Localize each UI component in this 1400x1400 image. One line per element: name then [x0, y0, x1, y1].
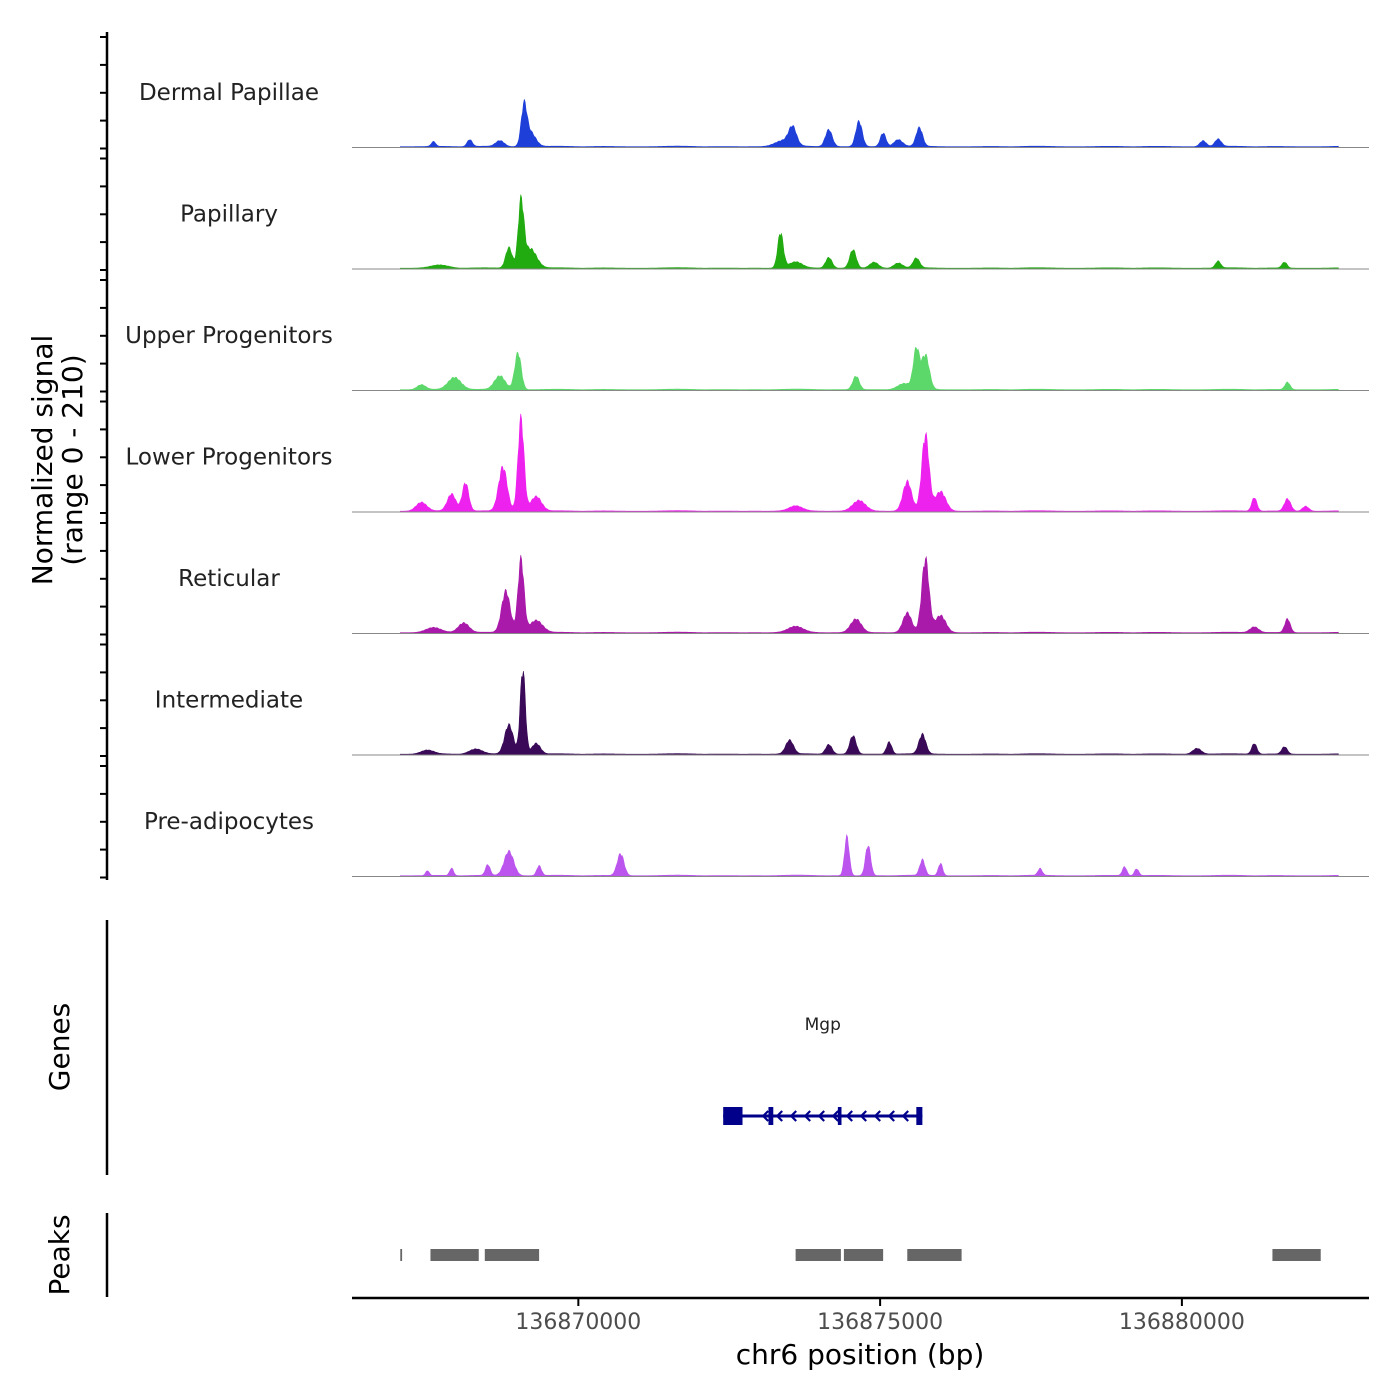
signal-area — [400, 347, 1340, 391]
signal-area — [400, 833, 1340, 877]
exon — [768, 1107, 774, 1125]
signal-tracks: Dermal Papillae Papillary Upper Progenitor… — [125, 80, 1369, 877]
x-tick-label: 136870000 — [515, 1310, 641, 1335]
track-label: Reticular — [178, 566, 280, 592]
track-intermediate: Intermediate — [155, 671, 1369, 756]
peak-region — [400, 1249, 403, 1261]
signal-area — [400, 194, 1340, 270]
peak-region — [1272, 1249, 1321, 1261]
x-tick-label: 136875000 — [817, 1310, 943, 1335]
peak-region — [907, 1249, 962, 1261]
track-dermal-papillae: Dermal Papillae — [139, 80, 1369, 148]
strand-arrow — [831, 1110, 839, 1122]
track-pre-adipocytes: Pre-adipocytes — [144, 809, 1369, 877]
strand-arrow — [859, 1110, 867, 1122]
exon — [837, 1107, 842, 1125]
signal-area — [400, 413, 1340, 513]
track-label: Upper Progenitors — [125, 323, 333, 349]
strand-arrow — [817, 1110, 825, 1122]
strand-arrow — [789, 1110, 797, 1122]
peaks-track-label: Peaks — [43, 1214, 76, 1295]
gene-track: Mgp — [723, 1015, 923, 1125]
strand-arrow — [845, 1110, 853, 1122]
strand-arrow — [803, 1110, 811, 1122]
track-label: Dermal Papillae — [139, 80, 319, 106]
peak-region — [430, 1249, 479, 1261]
peak-region — [484, 1249, 540, 1261]
track-label: Intermediate — [155, 688, 303, 714]
signal-area — [400, 99, 1340, 148]
track-upper-progenitors: Upper Progenitors — [125, 323, 1369, 391]
signal-area — [400, 555, 1340, 634]
strand-arrow — [901, 1110, 909, 1122]
track-lower-progenitors: Lower Progenitors — [126, 413, 1369, 513]
track-label: Papillary — [180, 202, 278, 228]
signal-area — [400, 671, 1340, 756]
x-axis-label: chr6 position (bp) — [736, 1338, 985, 1371]
genes-track-label: Genes — [43, 1003, 76, 1091]
y-axis-label-line2: (range 0 - 210) — [56, 354, 89, 565]
strand-arrow — [873, 1110, 881, 1122]
track-label: Pre-adipocytes — [144, 809, 314, 835]
peak-track — [400, 1249, 1321, 1261]
peak-region — [843, 1249, 884, 1261]
exon — [916, 1107, 923, 1125]
x-axis-ticks: 136870000 136875000 136880000 — [515, 1298, 1245, 1335]
peak-region — [795, 1249, 841, 1261]
y-axis-label-line1: Normalized signal — [26, 335, 59, 586]
strand-arrow — [887, 1110, 895, 1122]
track-papillary: Papillary — [180, 194, 1369, 270]
gene-name: Mgp — [805, 1015, 841, 1035]
strand-arrow — [761, 1110, 769, 1122]
gene-mgp: Mgp — [723, 1015, 923, 1125]
track-label: Lower Progenitors — [126, 445, 333, 471]
strand-arrow — [775, 1110, 783, 1122]
x-tick-label: 136880000 — [1119, 1310, 1245, 1335]
signal-y-axis — [100, 32, 109, 880]
track-reticular: Reticular — [178, 555, 1369, 634]
exon — [723, 1107, 743, 1125]
